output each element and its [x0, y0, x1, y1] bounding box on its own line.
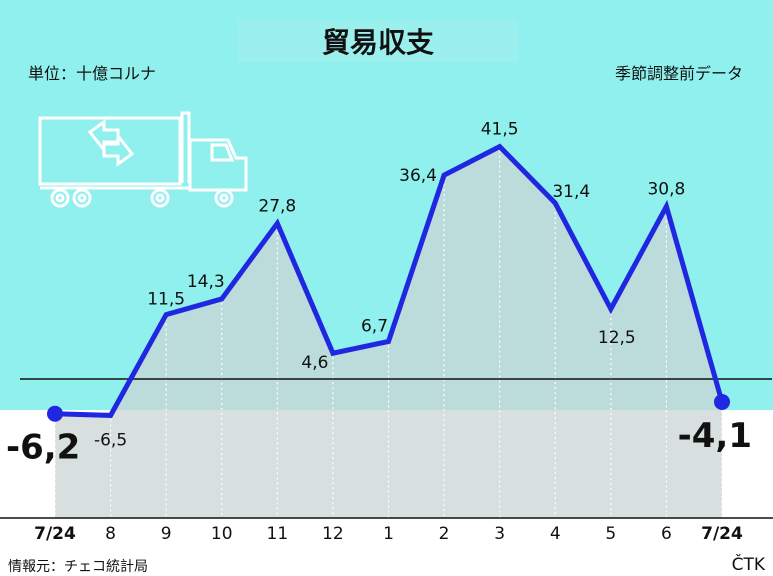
- data-label: -4,1: [678, 416, 752, 456]
- x-tick-label: 11: [267, 524, 289, 544]
- x-tick-label: 9: [161, 524, 172, 544]
- seasonal-note: 季節調整前データ: [614, 64, 743, 83]
- x-tick-label: 8: [105, 524, 116, 544]
- data-label: 30,8: [647, 180, 685, 200]
- area-layer: [55, 146, 722, 518]
- source-note: 情報元：チェコ統計局: [8, 559, 148, 575]
- agency-logo: ČTK: [731, 555, 765, 575]
- data-label: 4,6: [301, 353, 328, 373]
- series-line: [54, 143, 725, 418]
- endpoint-marker: [47, 405, 63, 422]
- truck-icon: [38, 111, 248, 208]
- marker-layer: [47, 393, 730, 422]
- grid-layer: [54, 150, 723, 518]
- x-tick-label: 6: [661, 524, 672, 544]
- endpoint-marker: [714, 393, 730, 410]
- x-tick-label: 10: [211, 524, 233, 544]
- data-label: 27,8: [258, 196, 296, 216]
- data-label: 31,4: [552, 182, 590, 202]
- data-label: 14,3: [187, 272, 225, 292]
- data-label: 11,5: [147, 290, 185, 310]
- area-fill: [55, 146, 722, 518]
- x-tick-label: 3: [494, 524, 505, 544]
- x-tick-label: 1: [383, 524, 394, 544]
- tick-layer: 7/24 8 9 10 11 12 1 2 3 4 5 6 7/24: [34, 524, 743, 544]
- data-label: 12,5: [598, 328, 636, 348]
- chart-title: 貿易収支: [238, 20, 518, 62]
- data-label: -6,5: [94, 430, 127, 450]
- x-tick-label: 2: [439, 524, 450, 544]
- unit-note: 単位：十億コルナ: [28, 64, 157, 83]
- data-label: 41,5: [481, 120, 519, 140]
- data-label: -6,2: [6, 428, 80, 468]
- line-layer: [54, 143, 725, 418]
- x-tick-label: 12: [322, 524, 344, 544]
- x-tick-label: 4: [550, 524, 561, 544]
- x-tick-label: 7/24: [34, 524, 76, 544]
- x-tick-label: 7/24: [701, 524, 743, 544]
- data-label: 36,4: [399, 166, 437, 186]
- data-label: 6,7: [361, 316, 388, 336]
- x-tick-label: 5: [605, 524, 616, 544]
- label-layer: -6,2 -6,5 11,514,3 27,8 4,6 6,7 36,4 41,5 31,4 12…: [6, 120, 752, 468]
